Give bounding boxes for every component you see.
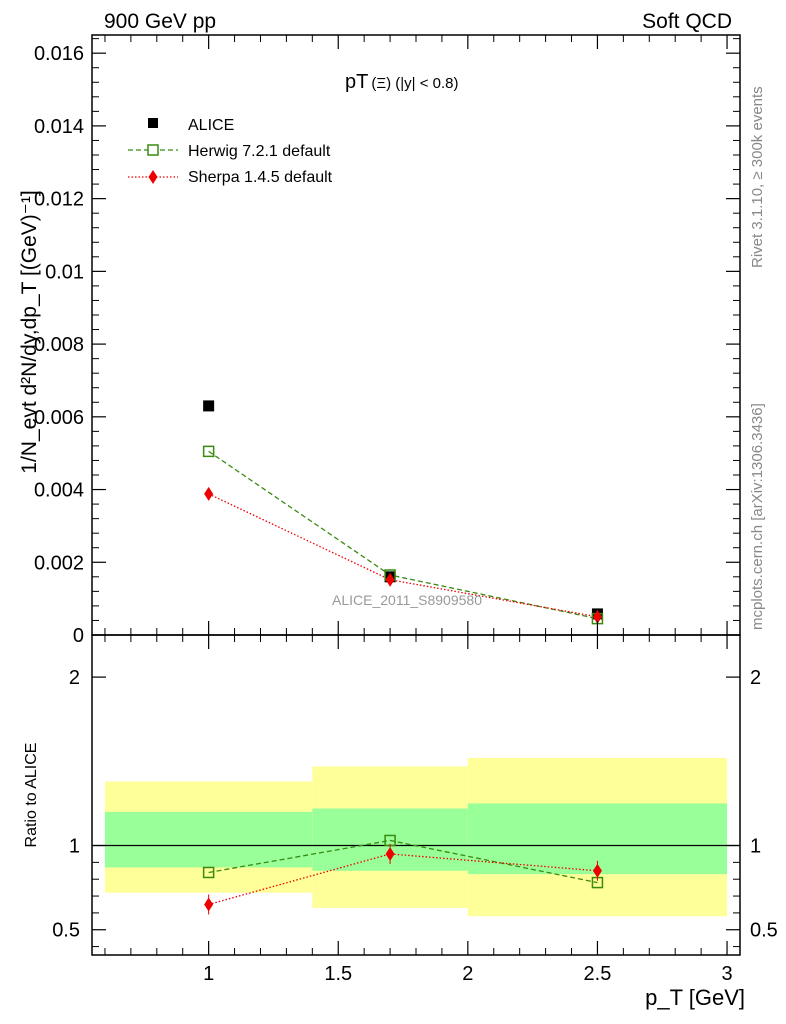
- main-panel: 0 0.002 0.004 0.006 0.008 0.01 0.012 0.014 0.016: [34, 34, 741, 647]
- main-y-tick-label: 0.006: [34, 407, 84, 429]
- alice-point: [203, 400, 215, 412]
- ratio-y-axis-label: Ratio to ALICE: [23, 743, 40, 848]
- herwig-ratio-line: [208, 839, 598, 884]
- legend-label-alice: ALICE: [188, 117, 234, 134]
- plot-title-main: pT: [345, 71, 368, 93]
- legend-marker-sherpa: [148, 170, 158, 184]
- legend-marker-alice: [148, 118, 158, 128]
- main-y-axis-label: 1/N_evt d²N/dy,dp_T [(GeV)⁻¹]: [18, 190, 41, 473]
- legend-label-sherpa: Sherpa 1.4.5 default: [188, 169, 333, 186]
- x-tick-label: 1.5: [324, 963, 352, 985]
- ratio-band-inner: [104, 811, 313, 868]
- x-tick-label: 2.5: [584, 963, 612, 985]
- main-y-tick-label: 0: [73, 625, 84, 647]
- sherpa-point: [385, 572, 395, 587]
- sherpa-point: [592, 609, 602, 624]
- x-tick-label: 3: [721, 963, 732, 985]
- energy-label: 900 GeV pp: [104, 10, 216, 33]
- herwig-point: [202, 445, 215, 458]
- sherpa-point: [204, 486, 214, 501]
- sherpa-ratio-point: [204, 897, 214, 912]
- analysis-watermark: ALICE_2011_S8909580: [332, 592, 482, 608]
- x-tick-label: 2: [462, 963, 473, 985]
- mcplots-label: mcplots.cern.ch [arXiv:1306.3436]: [749, 403, 766, 630]
- ratio-panel: 0.5 0.5 1 1 2 2 1 1.5 2 2.5 3: [52, 634, 778, 985]
- sherpa-ratio-point: [592, 863, 602, 878]
- main-y-tick-label: 0.014: [34, 116, 84, 138]
- main-y-tick-label: 0.01: [45, 261, 84, 283]
- ratio-y-tick-label-right: 0.5: [750, 920, 778, 942]
- main-y-tick-label: 0.016: [34, 43, 84, 65]
- legend-marker-herwig: [147, 144, 159, 156]
- legend: ALICE Herwig 7.2.1 default Sherpa 1.4.5 …: [128, 117, 333, 186]
- x-axis-label: p_T [GeV]: [645, 985, 745, 1010]
- ratio-y-tick-label: 0.5: [52, 920, 80, 942]
- legend-label-herwig: Herwig 7.2.1 default: [188, 143, 331, 160]
- ratio-y-tick-label-right: 2: [750, 667, 761, 689]
- rivet-label: Rivet 3.1.10, ≥ 300k events: [749, 86, 766, 268]
- main-y-tick-label: 0.002: [34, 552, 84, 574]
- main-y-tick-label: 0.012: [34, 189, 84, 211]
- herwig-ratio-point: [202, 866, 215, 879]
- plot-title-sub: (Ξ) (|y| < 0.8): [371, 75, 458, 92]
- ratio-y-tick-label: 2: [69, 667, 80, 689]
- sherpa-ratio-point: [385, 846, 395, 861]
- ratio-y-tick-label: 1: [69, 836, 80, 858]
- main-y-tick-label: 0.008: [34, 334, 84, 356]
- x-tick-label: 1: [203, 963, 214, 985]
- ratio-y-tick-label-right: 1: [750, 836, 761, 858]
- main-y-tick-label: 0.004: [34, 480, 84, 502]
- plot-title: pT (Ξ) (|y| < 0.8): [345, 71, 458, 93]
- process-label: Soft QCD: [642, 10, 732, 33]
